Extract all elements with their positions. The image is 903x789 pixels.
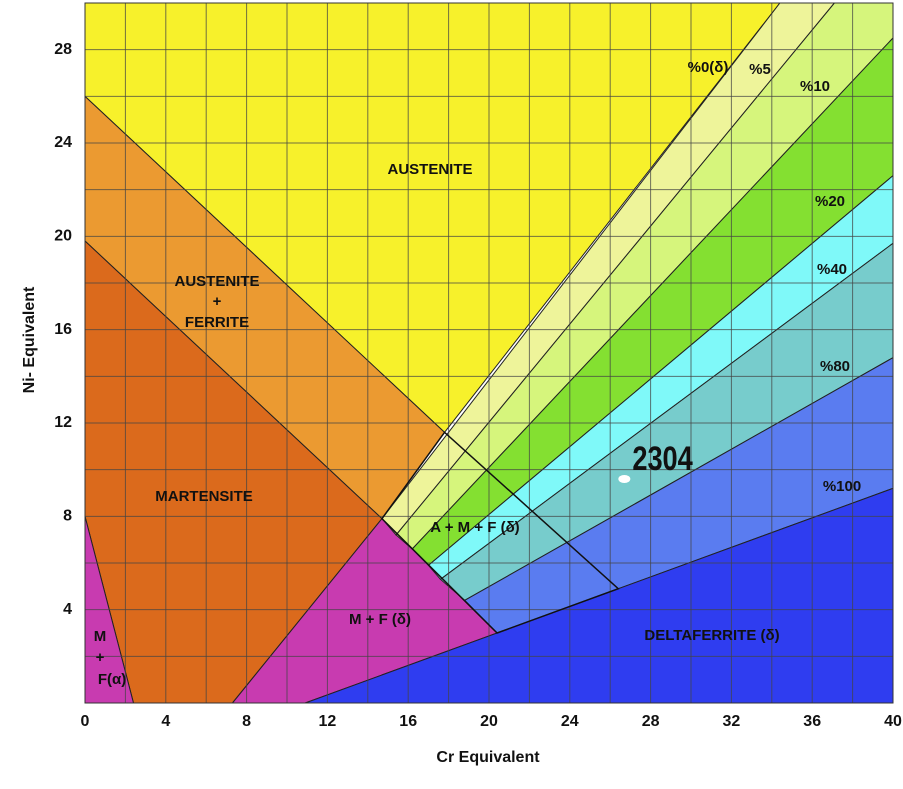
x-tick-label: 12 — [319, 713, 337, 730]
y-axis-label: Ni- Equivalent — [21, 286, 38, 393]
x-tick-label: 40 — [884, 713, 902, 730]
region-label: + — [213, 293, 222, 310]
region-label: M — [94, 628, 107, 645]
region-label: + — [96, 649, 105, 666]
x-tick-label: 16 — [399, 713, 417, 730]
region-label: %5 — [749, 61, 771, 78]
x-tick-label: 36 — [803, 713, 821, 730]
y-tick-label: 12 — [54, 414, 72, 431]
region-label: %80 — [820, 358, 850, 375]
y-tick-label: 20 — [54, 228, 72, 245]
y-tick-label: 8 — [63, 508, 72, 525]
y-tick-label: 4 — [63, 601, 72, 618]
region-label: MARTENSITE — [155, 488, 253, 505]
data-point — [618, 475, 631, 483]
region-label: %40 — [817, 261, 847, 278]
region-label: %0(δ) — [688, 59, 729, 76]
region-label: %10 — [800, 78, 830, 95]
region-label: FERRITE — [185, 314, 249, 331]
region-label: F(α) — [98, 671, 126, 688]
region-label: A + M + F (δ) — [430, 519, 519, 536]
x-tick-label: 24 — [561, 713, 579, 730]
y-tick-label: 24 — [54, 134, 72, 151]
x-tick-label: 0 — [81, 713, 90, 730]
region-label: M + F (δ) — [349, 611, 411, 628]
x-tick-label: 32 — [723, 713, 741, 730]
plot-frame — [84, 2, 894, 704]
amf-outline — [380, 431, 620, 634]
y-tick-label: 16 — [54, 321, 72, 338]
x-axis-label: Cr Equivalent — [436, 749, 540, 766]
region-label: %20 — [815, 193, 845, 210]
x-tick-label: 20 — [480, 713, 498, 730]
region-label: DELTAFERRITE (δ) — [644, 627, 779, 644]
point-label: 2304 — [632, 439, 692, 478]
x-tick-label: 8 — [242, 713, 251, 730]
region-label: AUSTENITE — [387, 161, 472, 178]
x-tick-label: 4 — [161, 713, 170, 730]
x-tick-label: 28 — [642, 713, 660, 730]
region-label: AUSTENITE — [174, 273, 259, 290]
y-tick-label: 28 — [54, 41, 72, 58]
region-label: %100 — [823, 478, 861, 495]
